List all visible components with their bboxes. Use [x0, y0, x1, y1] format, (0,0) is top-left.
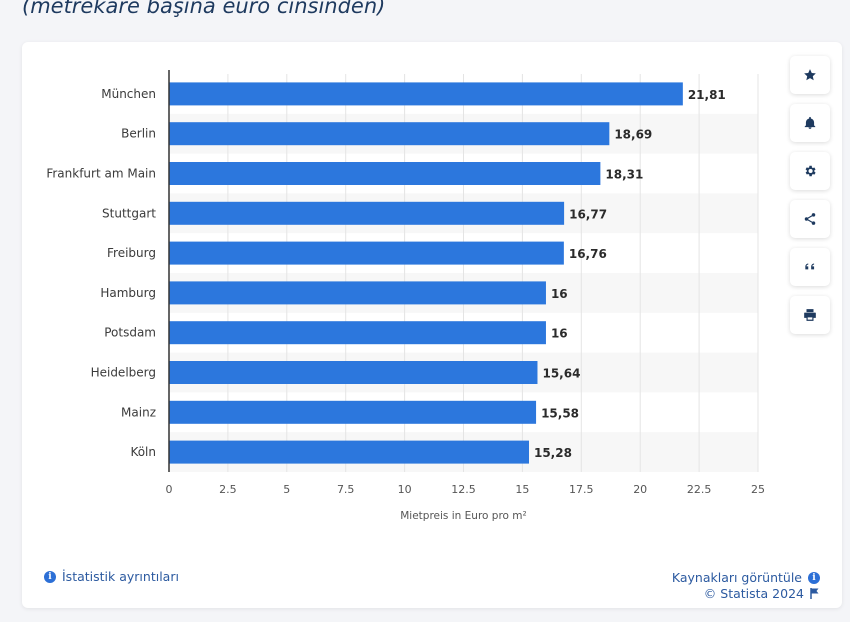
- share-icon: [804, 213, 816, 225]
- data-label: 16: [551, 287, 568, 301]
- bar-chart: München 21,81 Berlin 18,69 Frankfurt am Main…: [46, 70, 765, 522]
- bar: [169, 122, 610, 146]
- view-sources-label: Kaynakları görüntüle: [671, 570, 802, 585]
- data-label: 15,64: [542, 367, 580, 381]
- data-label: 16: [551, 327, 568, 341]
- bar: [169, 241, 564, 265]
- data-label: 18,31: [605, 168, 643, 182]
- bar: [169, 440, 529, 464]
- category-label: Köln: [130, 445, 156, 459]
- info-icon: i: [808, 571, 820, 584]
- settings-button[interactable]: [790, 152, 830, 190]
- bar: [169, 321, 546, 345]
- x-tick-label: 2.5: [219, 483, 237, 496]
- x-tick-label: 25: [751, 483, 765, 496]
- bar: [169, 162, 601, 185]
- info-icon: i: [44, 570, 56, 583]
- data-label: 16,76: [569, 247, 607, 261]
- quote-icon: [805, 263, 815, 270]
- x-tick-label: 12.5: [451, 483, 476, 496]
- x-tick-label: 10: [398, 483, 412, 496]
- x-tick-label: 22.5: [687, 483, 712, 496]
- copyright-text: © Statista 2024: [703, 586, 804, 601]
- category-label: Mainz: [121, 405, 156, 419]
- data-label: 15,28: [534, 446, 572, 460]
- category-label: Heidelberg: [91, 366, 156, 380]
- data-label: 15,58: [541, 406, 579, 420]
- x-tick-label: 7.5: [337, 483, 355, 496]
- category-label: Berlin: [121, 127, 156, 141]
- favorite-button[interactable]: [790, 56, 830, 94]
- bar: [169, 201, 565, 225]
- bell-icon: [804, 116, 816, 129]
- view-sources-link[interactable]: Kaynakları görüntüle i: [672, 570, 820, 585]
- copyright-note: © Statista 2024: [704, 586, 820, 601]
- bar: [169, 82, 683, 106]
- x-tick-label: 5: [283, 483, 290, 496]
- gear-icon: [805, 165, 816, 177]
- x-tick-label: 17.5: [569, 483, 594, 496]
- bar: [169, 400, 537, 424]
- share-button[interactable]: [790, 200, 830, 238]
- category-label: Frankfurt am Main: [46, 167, 156, 181]
- category-label: München: [101, 87, 156, 101]
- chart-subtitle: (metrekare başına euro cinsinden): [22, 0, 386, 18]
- x-tick-label: 20: [633, 483, 647, 496]
- cite-button[interactable]: [790, 248, 830, 286]
- flag-icon: [810, 588, 819, 599]
- category-label: Hamburg: [100, 286, 156, 300]
- data-label: 16,77: [569, 207, 607, 221]
- x-tick-label: 0: [166, 483, 173, 496]
- data-label: 18,69: [614, 128, 652, 142]
- x-tick-label: 15: [515, 483, 529, 496]
- data-label: 21,81: [688, 88, 726, 102]
- category-label: Stuttgart: [102, 206, 156, 220]
- category-label: Potsdam: [104, 326, 156, 340]
- bar: [169, 281, 546, 305]
- printer-icon: [804, 309, 816, 321]
- x-axis-title: Mietpreis in Euro pro m²: [400, 510, 527, 522]
- print-button[interactable]: [790, 296, 830, 334]
- chart-card: München 21,81 Berlin 18,69 Frankfurt am Main…: [22, 42, 842, 608]
- statistic-details-link[interactable]: i İstatistik ayrıntıları: [44, 569, 179, 584]
- category-label: Freiburg: [107, 246, 156, 260]
- star-icon: [804, 69, 816, 81]
- statistic-details-label: İstatistik ayrıntıları: [62, 569, 179, 584]
- notification-button[interactable]: [790, 104, 830, 142]
- bar: [169, 361, 538, 384]
